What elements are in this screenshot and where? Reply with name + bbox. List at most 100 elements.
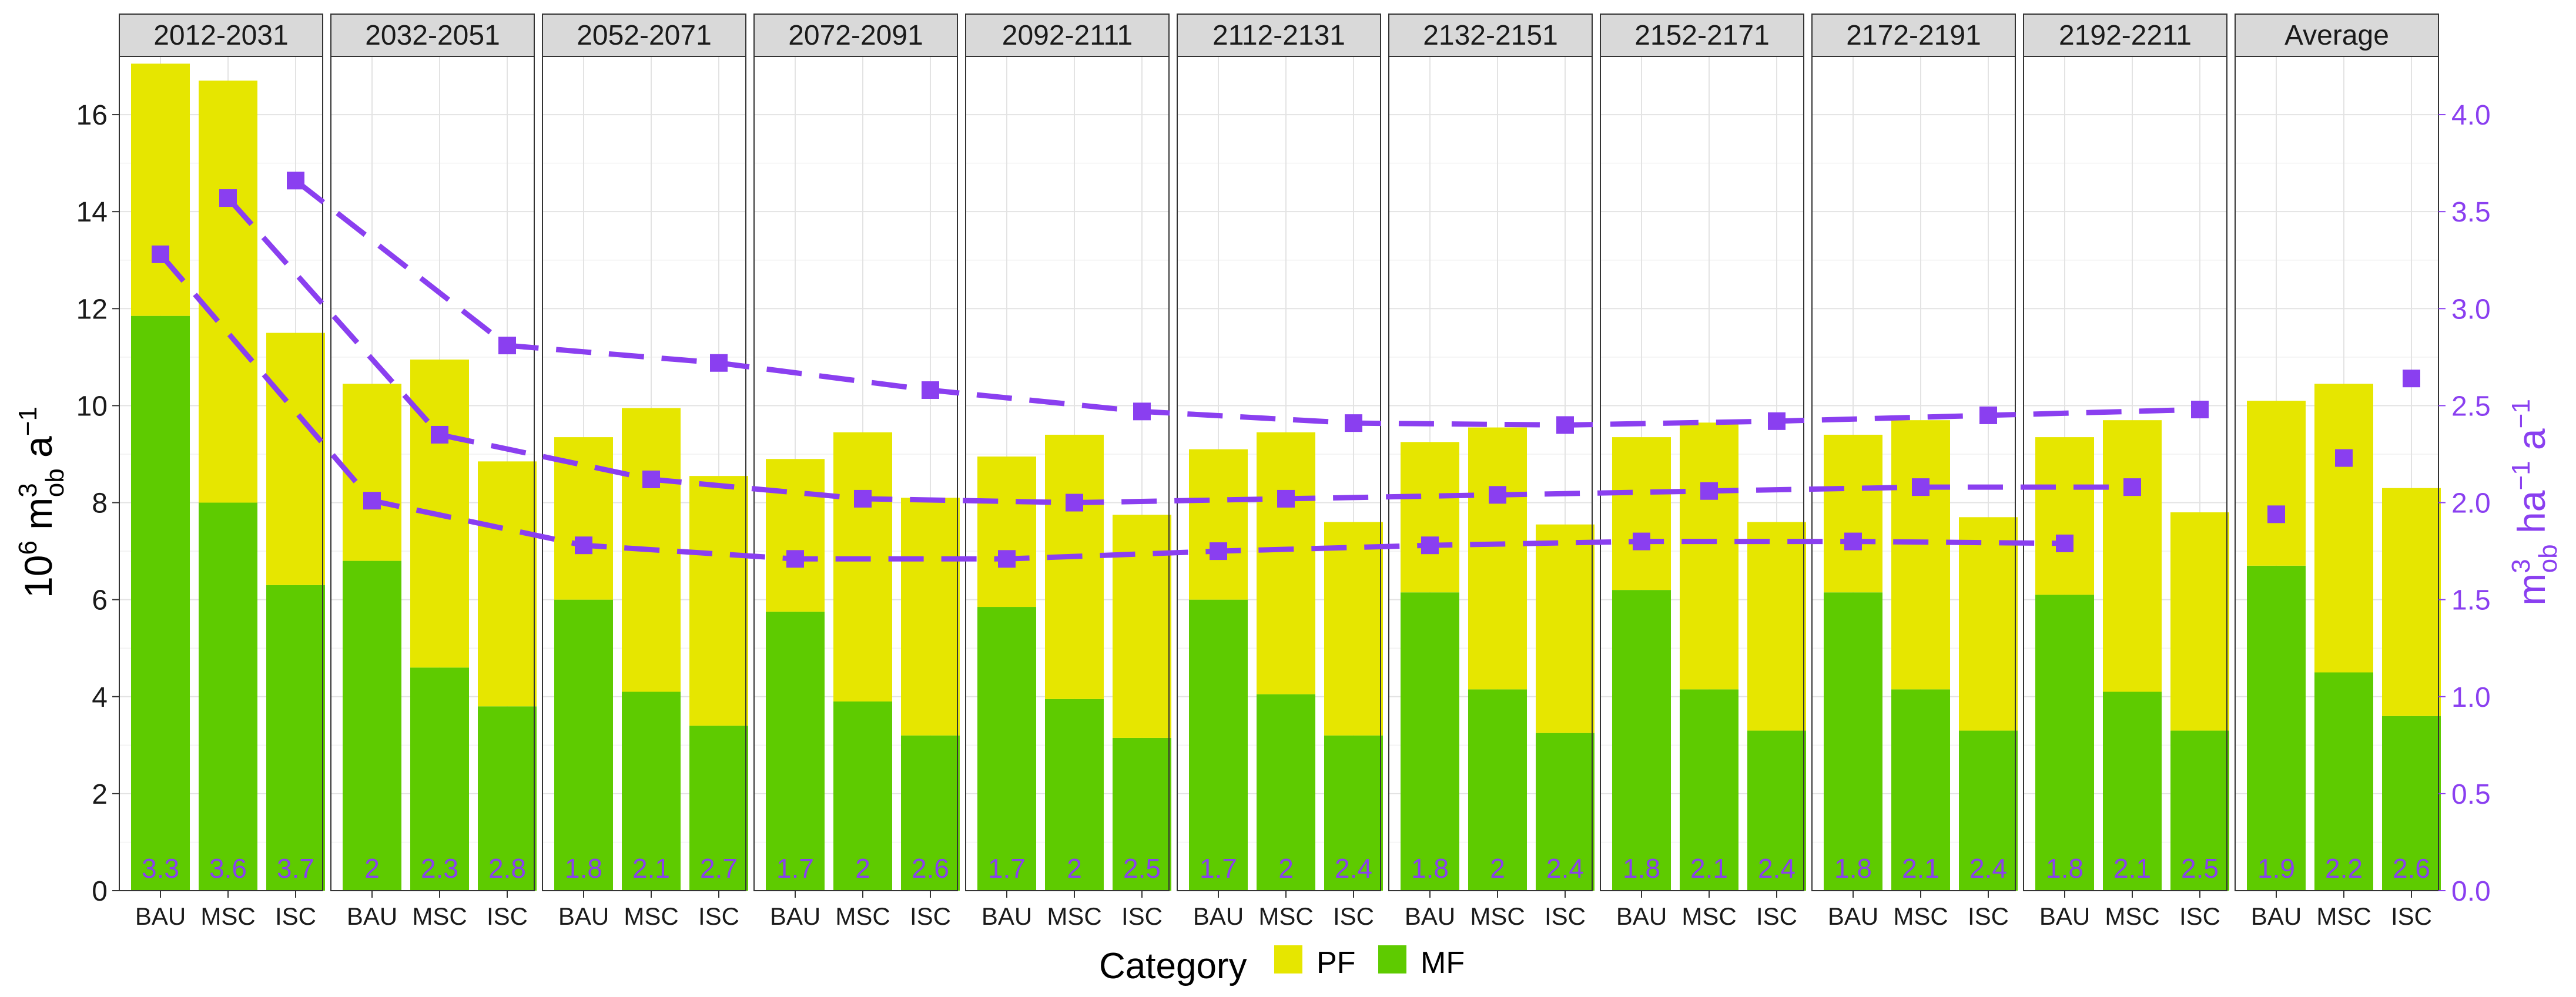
y2-tick-label: 4.0 — [2451, 100, 2491, 131]
y-tick-label: 4 — [92, 682, 108, 713]
facet-border — [119, 56, 323, 891]
series-line-isc — [294, 178, 2200, 428]
facet-border — [753, 56, 958, 891]
bar-pf — [1468, 427, 1527, 690]
bar-mf — [2247, 565, 2306, 891]
bar-value-label: 2 — [1067, 853, 1082, 884]
bar-pf — [1045, 434, 1104, 699]
y-tick-label: 10 — [76, 391, 108, 422]
bar-mf — [2382, 716, 2441, 891]
bar-mf — [554, 599, 613, 891]
y-title-unit: m — [16, 498, 60, 530]
y2-tick-label: 1.5 — [2451, 585, 2491, 616]
facet-panel: 2072-2091 1.7 BAU 2 MSC 2.6 ISC — [753, 14, 960, 930]
x-tick-label: BAU — [2039, 902, 2090, 930]
series-point-msc — [1700, 482, 1718, 500]
bar-value-label: 3.7 — [277, 853, 314, 884]
facet-panel: 2092-2111 1.7 BAU 2 MSC 2.5 ISC — [965, 14, 1171, 930]
facet-panel: 2132-2151 1.8 BAU 2 MSC 2.4 ISC — [1388, 14, 1594, 930]
bar-pf — [2103, 420, 2162, 692]
bar-value-label: 2 — [855, 853, 870, 884]
bar-pf — [1324, 522, 1383, 736]
series-point-bau — [152, 245, 169, 263]
bar-mf — [2314, 672, 2373, 891]
x-tick-label: MSC — [2316, 902, 2371, 930]
bar-value-label: 1.9 — [2257, 853, 2295, 884]
facet-panel: Average 1.9 BAU 2.2 MSC 2.6 ISC — [2235, 14, 2441, 930]
facet-strip — [542, 14, 746, 57]
series-point-isc — [498, 337, 516, 355]
y2-tick-label: 0.5 — [2451, 779, 2491, 810]
y-title-base: 10 — [16, 555, 60, 598]
y2-title-unit: m — [2510, 573, 2553, 606]
bar-mf — [833, 701, 892, 891]
x-tick-label: ISC — [2391, 902, 2432, 930]
bar-value-label: 2.2 — [2325, 853, 2363, 884]
series-point-isc — [1556, 416, 1574, 434]
facet-strip — [1177, 14, 1381, 57]
bar-value-label: 1.7 — [988, 853, 1026, 884]
average-point — [2267, 505, 2285, 523]
x-tick-label: ISC — [1545, 902, 1586, 930]
bar-value-label: 1.8 — [1834, 853, 1872, 884]
facet-border — [330, 56, 535, 891]
bar-pf — [1536, 524, 1594, 733]
series-point-isc — [2191, 401, 2209, 419]
series-point-isc — [287, 172, 304, 190]
series-point-msc — [854, 489, 872, 508]
x-tick-label: ISC — [275, 902, 316, 930]
x-tick-label: BAU — [770, 902, 820, 930]
bar-value-label: 2.6 — [912, 853, 949, 884]
series-point-isc — [1979, 406, 1997, 424]
legend-key-mf — [1378, 945, 1406, 973]
bar-pf — [689, 476, 748, 726]
x-tick-label: MSC — [412, 902, 467, 930]
bar-pf — [901, 498, 960, 736]
x-tick-label: ISC — [1756, 902, 1797, 930]
bar-value-label: 2.1 — [632, 853, 670, 884]
x-tick-label: MSC — [1681, 902, 1736, 930]
y2-title-unit-exp: 3 — [2507, 559, 2535, 573]
x-tick-label: ISC — [910, 902, 951, 930]
series-point-msc — [1066, 494, 1083, 512]
bar-value-label: 2.1 — [2113, 853, 2151, 884]
bar-pf — [1401, 442, 1459, 593]
bar-value-label: 2.4 — [1969, 853, 2007, 884]
bar-mf — [1189, 599, 1248, 891]
bar-mf — [410, 667, 469, 891]
y2-title-mid-exp: −1 — [2507, 461, 2535, 490]
y2-tick-label: 3.0 — [2451, 294, 2491, 325]
bar-value-label: 1.8 — [1623, 853, 1660, 884]
bar-pf — [1824, 434, 1882, 593]
bar-value-label: 2.6 — [2393, 853, 2430, 884]
bar-value-label: 2.3 — [421, 853, 458, 884]
bar-pf — [1959, 517, 2018, 731]
facet-title: 2112-2131 — [1212, 20, 1345, 51]
legend-label-pf: PF — [1317, 946, 1355, 980]
bar-value-label: 2 — [1490, 853, 1505, 884]
facet-title: 2192-2211 — [2059, 20, 2192, 51]
bar-mf — [977, 607, 1036, 891]
average-point — [2335, 449, 2353, 467]
bar-value-label: 2.1 — [1690, 853, 1728, 884]
series-point-msc — [642, 470, 660, 488]
bar-pf — [1680, 422, 1738, 690]
x-tick-label: MSC — [200, 902, 255, 930]
y2-title-sub: ob — [2534, 544, 2562, 573]
x-tick-label: BAU — [135, 902, 186, 930]
facet-strip — [1388, 14, 1593, 57]
x-tick-label: MSC — [1893, 902, 1948, 930]
facet-border — [1388, 56, 1593, 891]
bar-mf — [1891, 689, 1950, 891]
bar-pf — [1747, 522, 1806, 731]
series-point-bau — [363, 492, 381, 510]
facet-panel: 2012-2031 3.3 BAU 3.6 MSC 3.7 ISC — [119, 14, 325, 930]
y2-tick-label: 2.5 — [2451, 391, 2491, 422]
legend-label-mf: MF — [1421, 946, 1465, 980]
bar-pf — [977, 456, 1036, 607]
bar-value-label: 2 — [1278, 853, 1294, 884]
bar-pf — [2035, 437, 2094, 595]
bar-pf — [199, 80, 257, 503]
y2-tick-label: 2.0 — [2451, 488, 2491, 519]
